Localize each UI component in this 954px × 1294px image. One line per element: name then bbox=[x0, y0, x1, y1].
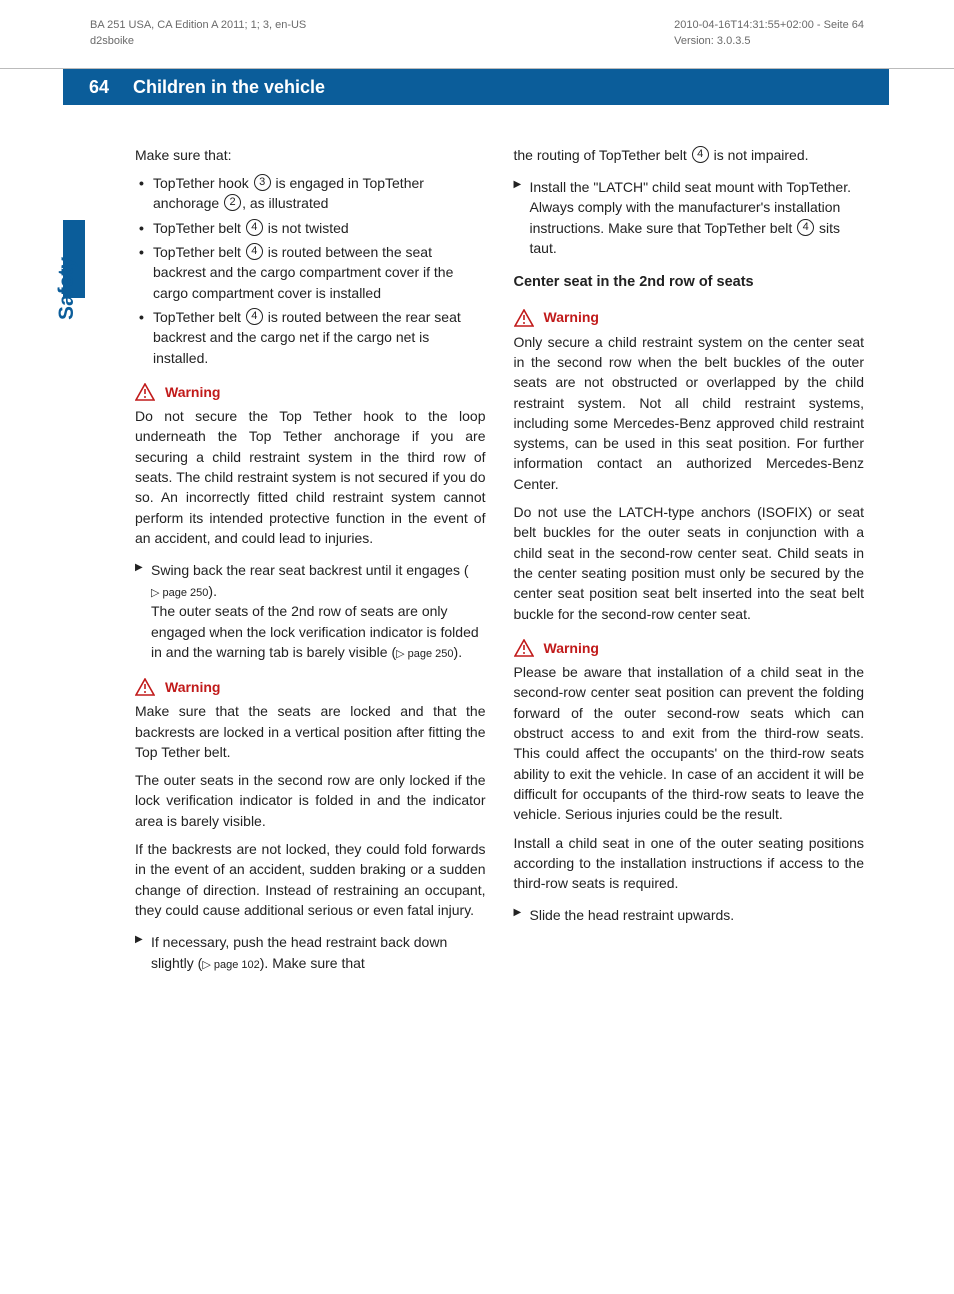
text: is not twisted bbox=[264, 220, 349, 236]
page-ref: ▷ page 250 bbox=[396, 647, 453, 663]
warning-body: Do not secure the Top Tether hook to the… bbox=[135, 406, 486, 548]
list-item: TopTether belt 4 is routed between the s… bbox=[139, 242, 486, 303]
subsection-heading: Center seat in the 2nd row of seats bbox=[514, 272, 865, 293]
list-item: TopTether hook 3 is engaged in TopTether… bbox=[139, 173, 486, 214]
warning-heading: Warning bbox=[514, 307, 865, 327]
page-title: Children in the vehicle bbox=[119, 69, 889, 105]
ref-circle-2: 2 bbox=[224, 194, 241, 211]
text: ). bbox=[454, 644, 463, 660]
meta-left: BA 251 USA, CA Edition A 2011; 1; 3, en-… bbox=[90, 18, 306, 50]
make-sure-list: TopTether hook 3 is engaged in TopTether… bbox=[135, 173, 486, 368]
warning-text: Do not secure the Top Tether hook to the… bbox=[135, 406, 486, 548]
content-columns: Make sure that: TopTether hook 3 is enga… bbox=[0, 105, 954, 978]
text: TopTether belt bbox=[153, 244, 245, 260]
meta-header: BA 251 USA, CA Edition A 2011; 1; 3, en-… bbox=[0, 0, 954, 60]
warning-label: Warning bbox=[165, 677, 220, 697]
text: the routing of TopTether belt bbox=[514, 147, 691, 163]
warning-text: Please be aware that installation of a c… bbox=[514, 662, 865, 824]
ref-circle-4: 4 bbox=[246, 243, 263, 260]
warning-icon bbox=[514, 309, 534, 327]
instruction-step: Swing back the rear seat backrest until … bbox=[135, 560, 486, 663]
warning-text: Install a child seat in one of the outer… bbox=[514, 833, 865, 894]
meta-right-line2: Version: 3.0.3.5 bbox=[674, 34, 864, 50]
column-right: the routing of TopTether belt 4 is not i… bbox=[514, 145, 865, 978]
warning-body: Only secure a child restraint system on … bbox=[514, 332, 865, 624]
warning-text: The outer seats in the second row are on… bbox=[135, 770, 486, 831]
warning-label: Warning bbox=[165, 382, 220, 402]
warning-heading: Warning bbox=[135, 382, 486, 402]
text: is not impaired. bbox=[710, 147, 809, 163]
text: ). Make sure that bbox=[260, 955, 365, 971]
page-number: 64 bbox=[63, 69, 119, 105]
continuation-text: the routing of TopTether belt 4 is not i… bbox=[514, 145, 865, 165]
page-ref: ▷ page 102 bbox=[202, 958, 259, 974]
column-left: Make sure that: TopTether hook 3 is enga… bbox=[135, 145, 486, 978]
warning-text: Do not use the LATCH-type anchors (ISOFI… bbox=[514, 502, 865, 624]
ref-circle-4: 4 bbox=[246, 308, 263, 325]
text: TopTether hook bbox=[153, 175, 253, 191]
text: TopTether belt bbox=[153, 309, 245, 325]
warning-icon bbox=[514, 639, 534, 657]
text: Slide the head restraint upwards. bbox=[530, 907, 735, 923]
text: , as illustrated bbox=[242, 195, 328, 211]
meta-left-line2: d2sboike bbox=[90, 34, 306, 50]
ref-circle-4: 4 bbox=[692, 146, 709, 163]
warning-body: Please be aware that installation of a c… bbox=[514, 662, 865, 893]
warning-icon bbox=[135, 383, 155, 401]
warning-label: Warning bbox=[544, 638, 599, 658]
warning-heading: Warning bbox=[135, 677, 486, 697]
side-section-label: Safety bbox=[52, 257, 82, 320]
warning-heading: Warning bbox=[514, 638, 865, 658]
page-banner: 64 Children in the vehicle bbox=[63, 69, 954, 105]
text: Swing back the rear seat backrest until … bbox=[151, 562, 469, 578]
text: TopTether belt bbox=[153, 220, 245, 236]
list-item: TopTether belt 4 is not twisted bbox=[139, 218, 486, 238]
warning-text: Make sure that the seats are locked and … bbox=[135, 701, 486, 762]
make-sure-lead: Make sure that: bbox=[135, 145, 486, 165]
warning-text: If the backrests are not locked, they co… bbox=[135, 839, 486, 920]
meta-right-line1: 2010-04-16T14:31:55+02:00 - Seite 64 bbox=[674, 18, 864, 34]
instruction-step: Slide the head restraint upwards. bbox=[514, 905, 865, 925]
ref-circle-3: 3 bbox=[254, 174, 271, 191]
warning-icon bbox=[135, 678, 155, 696]
instruction-step: Install the "LATCH" child seat mount wit… bbox=[514, 177, 865, 258]
instruction-step: If necessary, push the head restraint ba… bbox=[135, 932, 486, 973]
meta-left-line1: BA 251 USA, CA Edition A 2011; 1; 3, en-… bbox=[90, 18, 306, 34]
meta-right: 2010-04-16T14:31:55+02:00 - Seite 64 Ver… bbox=[674, 18, 864, 50]
page-ref: ▷ page 250 bbox=[151, 586, 208, 602]
list-item: TopTether belt 4 is routed between the r… bbox=[139, 307, 486, 368]
warning-label: Warning bbox=[544, 307, 599, 327]
ref-circle-4: 4 bbox=[246, 219, 263, 236]
ref-circle-4: 4 bbox=[797, 219, 814, 236]
warning-text: Only secure a child restraint system on … bbox=[514, 332, 865, 494]
text: ). bbox=[208, 583, 217, 599]
warning-body: Make sure that the seats are locked and … bbox=[135, 701, 486, 920]
